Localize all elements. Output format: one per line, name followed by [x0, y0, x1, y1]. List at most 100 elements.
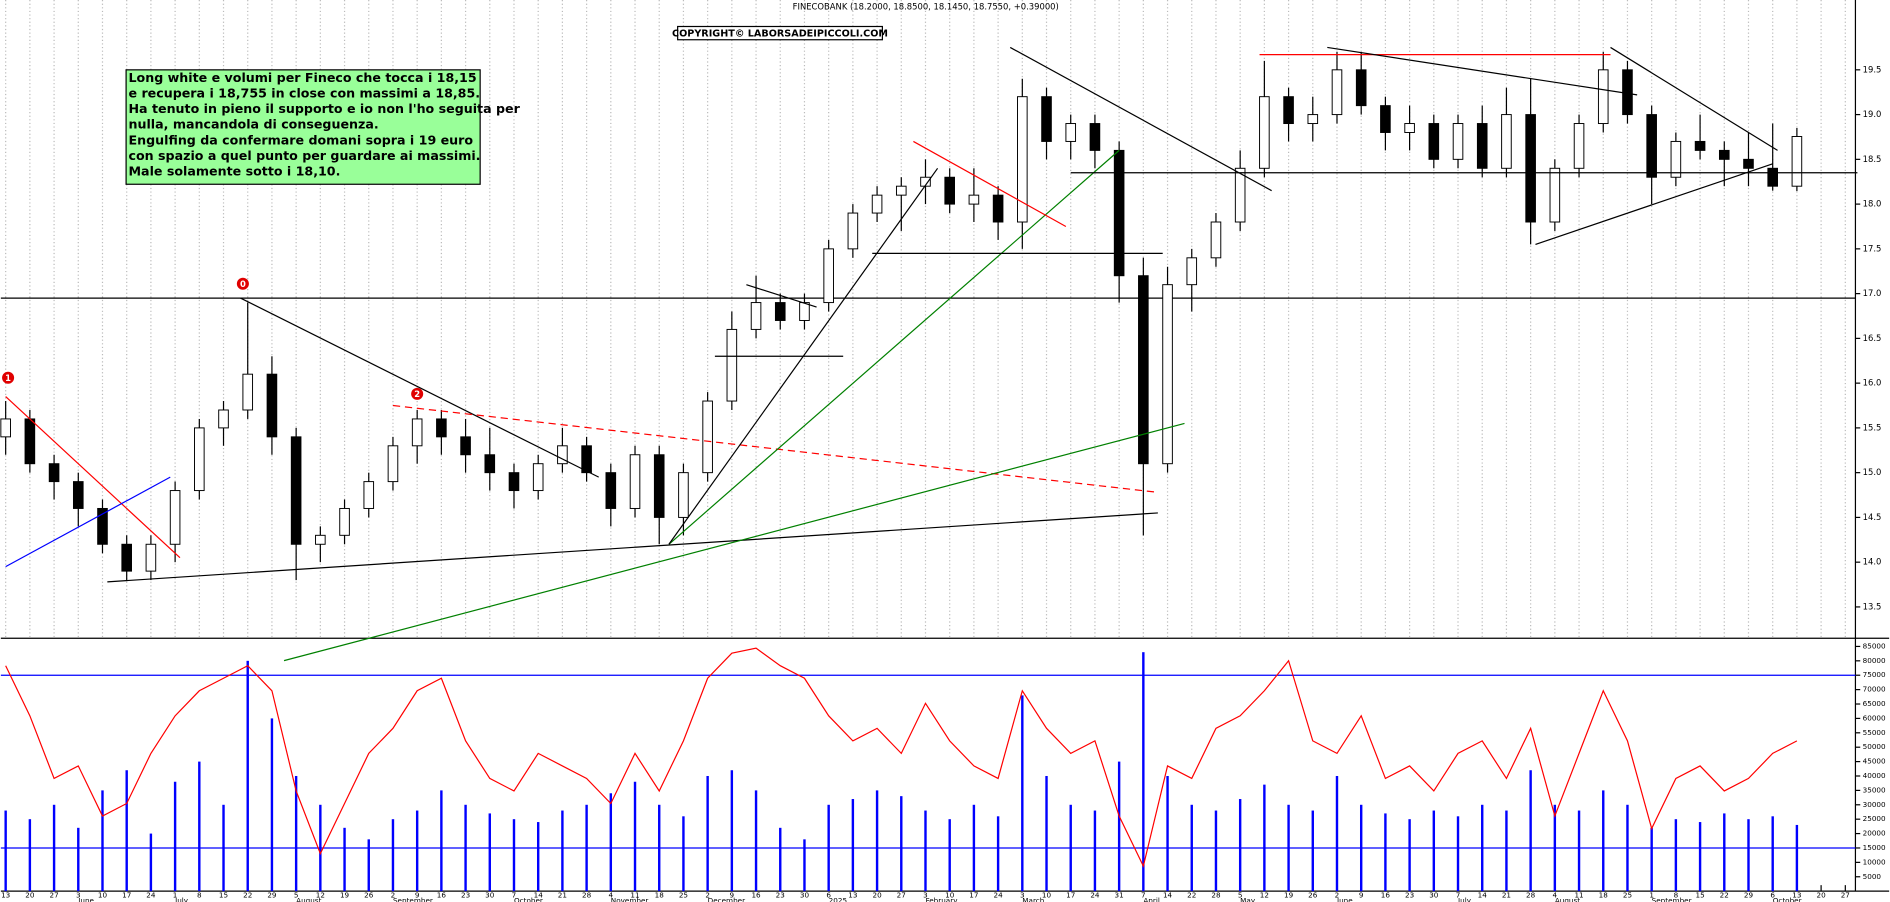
- x-tick-label: 18: [655, 890, 665, 899]
- volume-bar: [609, 793, 613, 892]
- candle-body: [1234, 167, 1246, 223]
- x-tick-label: 16: [1381, 890, 1391, 899]
- candle-body: [72, 481, 84, 509]
- candle-body: [169, 490, 181, 545]
- month-label: December: [708, 896, 745, 902]
- x-tick-label: 11: [1574, 890, 1583, 899]
- volume-bar: [125, 770, 128, 892]
- volume-y-tick-label: 30000: [1863, 800, 1886, 809]
- candle-body: [992, 194, 1004, 223]
- candle-body: [1380, 105, 1391, 133]
- x-tick-label: 29: [1744, 890, 1754, 899]
- x-tick-label: 19: [1284, 890, 1294, 899]
- volume-bar: [270, 718, 274, 892]
- trendline: [5, 396, 181, 559]
- candle-body: [1767, 167, 1778, 187]
- candle-body: [290, 436, 302, 545]
- volume-bar: [803, 839, 806, 892]
- candle-body: [1646, 114, 1657, 178]
- x-tick-label: 16: [751, 890, 761, 899]
- x-tick-label: 25: [679, 890, 688, 899]
- candle-body: [242, 373, 254, 411]
- volume-bar: [682, 816, 685, 892]
- volume-y-tick-label: 70000: [1863, 685, 1886, 694]
- y-tick-label: 18.5: [1863, 154, 1882, 164]
- candle-body: [1791, 136, 1803, 187]
- candle-body: [484, 454, 496, 474]
- volume-bar: [779, 827, 782, 892]
- x-tick-label: 20: [25, 890, 35, 899]
- x-tick-label: 30: [485, 890, 495, 899]
- volume-bar: [488, 813, 491, 892]
- candle-body: [387, 445, 399, 483]
- x-tick-label: 15: [1695, 890, 1704, 899]
- candle-body: [847, 212, 859, 250]
- x-tick-label: 9: [415, 890, 420, 899]
- y-tick-label: 17.5: [1863, 243, 1882, 253]
- volume-bar: [173, 781, 177, 892]
- volume-y-tick-label: 60000: [1863, 713, 1886, 722]
- volume-bar: [536, 822, 540, 892]
- candle-body: [315, 534, 326, 545]
- trendline: [107, 512, 1158, 583]
- volume-y-tick-label: 40000: [1863, 771, 1886, 780]
- volume-bar: [754, 790, 758, 892]
- volume-y-tick-label: 75000: [1863, 670, 1886, 679]
- candle-body: [1259, 96, 1270, 169]
- x-tick-label: 14: [1478, 890, 1488, 899]
- x-tick-label: 28: [582, 890, 592, 899]
- x-tick-label: 4: [609, 890, 614, 899]
- candle-body: [436, 418, 447, 438]
- volume-bar: [77, 827, 80, 892]
- volume-bar: [996, 816, 1000, 892]
- candle-body: [1210, 221, 1222, 259]
- x-tick-label: 24: [146, 890, 156, 899]
- candle-body: [145, 543, 157, 572]
- x-tick-label: 23: [461, 890, 471, 899]
- volume-y-tick-label: 50000: [1863, 742, 1886, 751]
- candle-body: [702, 400, 713, 474]
- candle-body: [750, 302, 762, 330]
- x-tick-label: 23: [1405, 890, 1415, 899]
- volume-bar: [706, 775, 709, 892]
- y-tick-label: 19.5: [1863, 64, 1882, 74]
- volume-bar: [1650, 827, 1653, 892]
- volume-bar: [294, 775, 298, 892]
- volume-bar: [415, 810, 419, 892]
- candle-body: [1113, 149, 1125, 277]
- trendline: [1009, 46, 1272, 192]
- x-tick-label: 18: [1599, 890, 1609, 899]
- x-tick-label: 8: [197, 890, 202, 899]
- candle-body: [1428, 123, 1440, 160]
- month-label: October: [514, 896, 543, 902]
- x-tick-label: 6: [1770, 890, 1775, 899]
- x-tick-label: 7: [1141, 890, 1146, 899]
- month-label: August: [1555, 896, 1580, 902]
- candle-body: [1670, 140, 1682, 178]
- candle-body: [774, 302, 786, 321]
- volume-bar: [246, 660, 249, 892]
- month-label: October: [1773, 896, 1802, 902]
- x-tick-label: 16: [437, 890, 447, 899]
- candle-body: [218, 409, 229, 429]
- volume-bar: [1263, 784, 1266, 892]
- x-tick-label: 1: [1649, 890, 1654, 899]
- month-label: May: [1240, 896, 1256, 902]
- trendline: [240, 297, 599, 478]
- trendline: [668, 149, 1120, 545]
- candle-body: [1307, 114, 1319, 125]
- volume-bar: [1529, 770, 1532, 892]
- candle-body: [339, 507, 350, 536]
- volume-y-tick-label: 85000: [1863, 641, 1886, 650]
- volume-bar: [948, 819, 951, 892]
- volume-y-tick-label: 10000: [1863, 857, 1886, 866]
- y-tick-label: 19.0: [1863, 109, 1882, 119]
- candle-body: [605, 472, 617, 509]
- x-tick-label: 13: [1792, 890, 1802, 899]
- y-tick-label: 14.5: [1863, 512, 1882, 522]
- marker: [2, 371, 15, 384]
- x-tick-label: 15: [219, 890, 228, 899]
- volume-bar: [1311, 810, 1314, 892]
- candle-body: [0, 418, 11, 438]
